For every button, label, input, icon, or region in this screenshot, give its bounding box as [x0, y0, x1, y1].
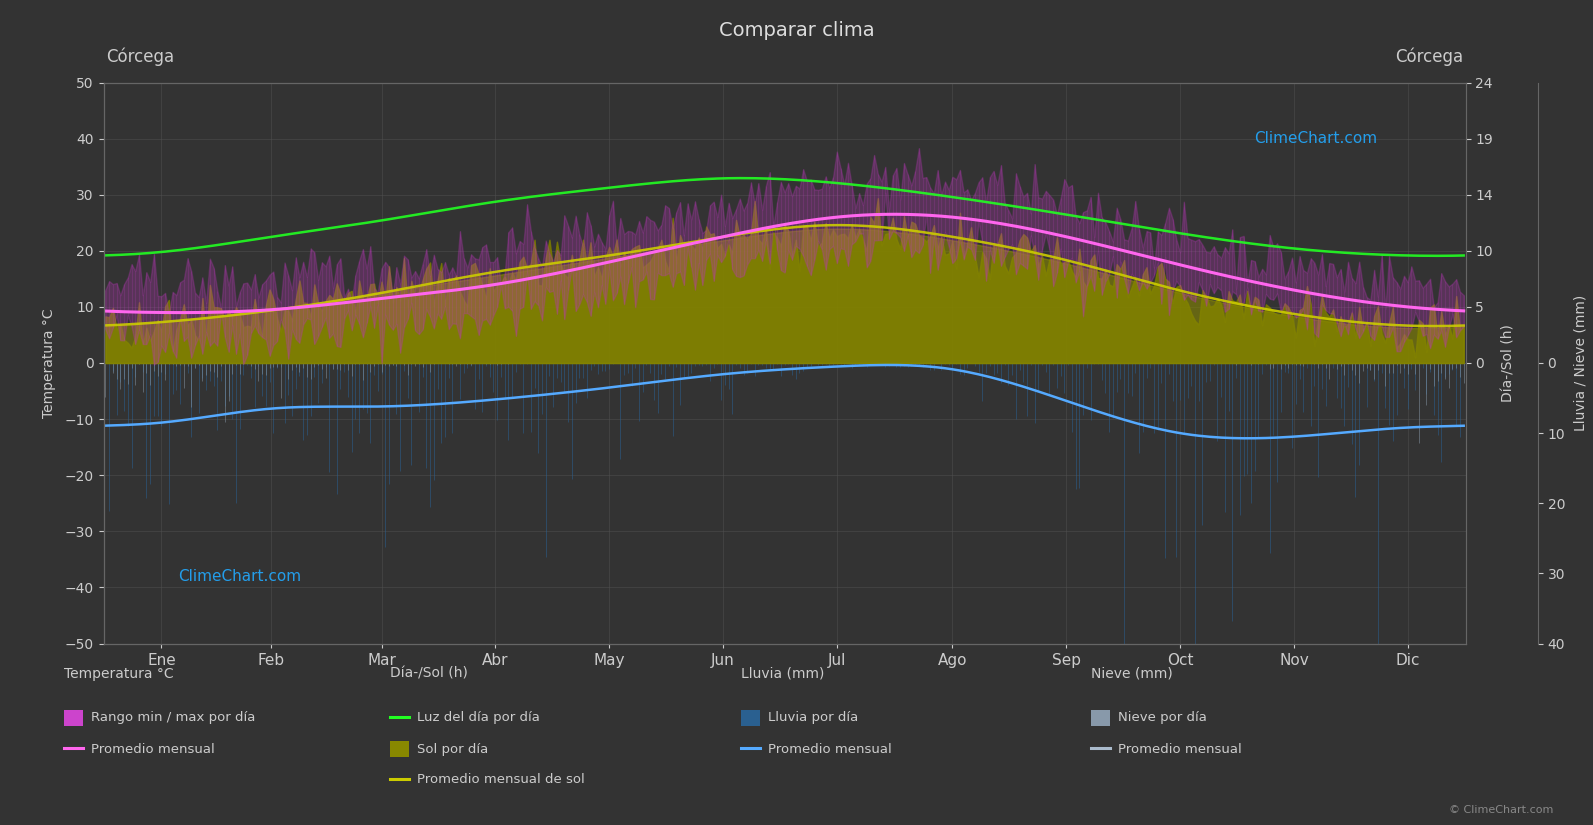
Text: ClimeChart.com: ClimeChart.com [1254, 131, 1378, 146]
Text: ClimeChart.com: ClimeChart.com [178, 568, 301, 583]
Text: Promedio mensual: Promedio mensual [91, 742, 215, 756]
Text: Lluvia por día: Lluvia por día [768, 711, 859, 724]
Text: Promedio mensual de sol: Promedio mensual de sol [417, 773, 585, 786]
Text: Promedio mensual: Promedio mensual [1118, 742, 1243, 756]
Text: Rango min / max por día: Rango min / max por día [91, 711, 255, 724]
Y-axis label: Día-/Sol (h): Día-/Sol (h) [1501, 324, 1515, 402]
Text: Día-/Sol (h): Día-/Sol (h) [390, 667, 468, 681]
Text: Nieve (mm): Nieve (mm) [1091, 667, 1172, 681]
Text: Comparar clima: Comparar clima [718, 21, 875, 40]
Text: Luz del día por día: Luz del día por día [417, 711, 540, 724]
Y-axis label: Temperatura °C: Temperatura °C [43, 309, 56, 417]
Text: Promedio mensual: Promedio mensual [768, 742, 892, 756]
Text: Córcega: Córcega [107, 47, 174, 66]
Text: Córcega: Córcega [1395, 47, 1462, 66]
Text: Nieve por día: Nieve por día [1118, 711, 1207, 724]
Text: Sol por día: Sol por día [417, 742, 489, 756]
Y-axis label: Lluvia / Nieve (mm): Lluvia / Nieve (mm) [1574, 295, 1588, 431]
Text: © ClimeChart.com: © ClimeChart.com [1448, 805, 1553, 815]
Text: Lluvia (mm): Lluvia (mm) [741, 667, 824, 681]
Text: Temperatura °C: Temperatura °C [64, 667, 174, 681]
